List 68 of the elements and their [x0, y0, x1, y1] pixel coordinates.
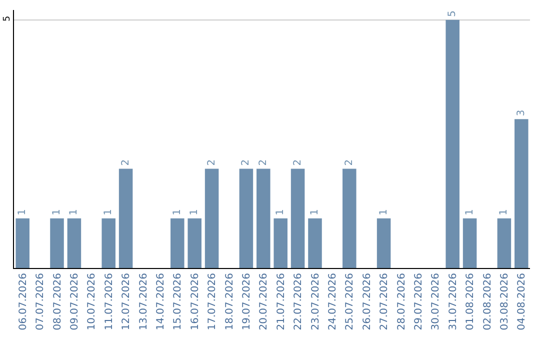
bar	[342, 168, 356, 268]
x-tick-label: 03.08.2026	[499, 273, 510, 330]
bar	[188, 218, 202, 268]
data-label: 2	[120, 159, 132, 166]
x-tick-label: 13.07.2026	[138, 273, 150, 330]
x-tick-label: 16.07.2026	[190, 273, 201, 330]
bar	[256, 168, 270, 268]
x-tick-label: 10.07.2026	[86, 273, 98, 330]
data-label: 1	[275, 209, 286, 216]
x-tick-label: 31.07.2026	[448, 273, 459, 330]
data-label: 2	[344, 159, 355, 166]
x-tick-label: 20.07.2026	[258, 273, 270, 330]
x-tick-label: 22.07.2026	[293, 273, 304, 330]
x-tick-label: 04.08.2026	[516, 273, 528, 330]
x-tick-label: 23.07.2026	[310, 273, 322, 330]
x-tick-label: 06.07.2026	[18, 273, 29, 330]
bar	[497, 218, 512, 268]
bar	[50, 218, 64, 268]
data-label: 1	[464, 209, 476, 216]
x-tick-label: 29.07.2026	[413, 273, 424, 330]
x-tick-label: 09.07.2026	[69, 273, 80, 330]
x-tick-label: 08.07.2026	[52, 273, 64, 330]
x-tick-label: 21.07.2026	[276, 273, 287, 330]
bar	[462, 218, 477, 268]
bar	[16, 218, 30, 268]
bar	[290, 168, 305, 268]
data-label: 2	[240, 159, 252, 166]
data-label: 1	[52, 209, 62, 216]
bar	[446, 20, 460, 268]
data-label: 1	[17, 209, 28, 216]
x-tick-label: 12.07.2026	[121, 273, 132, 330]
bar	[118, 168, 133, 268]
bar	[308, 218, 322, 268]
x-tick-label: 28.07.2026	[396, 273, 408, 330]
data-label: 5	[447, 10, 458, 17]
data-label: 1	[103, 209, 114, 216]
bar	[204, 168, 219, 268]
x-tick-label: 19.07.2026	[241, 273, 252, 330]
data-label: 2	[292, 159, 304, 166]
data-label: 2	[258, 159, 269, 166]
bar	[170, 218, 184, 268]
bar	[102, 218, 116, 268]
data-label: 1	[498, 209, 510, 216]
x-tick-label: 25.07.2026	[344, 273, 356, 330]
x-tick-label: 07.07.2026	[35, 273, 46, 330]
bar	[239, 168, 254, 268]
x-tick-label: 26.07.2026	[362, 273, 373, 330]
x-tick-label: 24.07.2026	[327, 273, 338, 330]
data-label: 2	[206, 159, 218, 166]
data-label: 1	[378, 209, 390, 216]
x-tick-label: 11.07.2026	[104, 273, 115, 330]
data-label: 3	[516, 110, 527, 116]
x-tick-label: 30.07.2026	[430, 273, 442, 330]
x-tick-label: 14.07.2026	[155, 273, 166, 330]
data-label: 1	[189, 209, 200, 216]
x-tick-label: 02.08.2026	[482, 273, 494, 330]
data-label: 1	[172, 209, 183, 216]
x-tick-label: 01.08.2026	[465, 273, 476, 330]
x-tick-label: 17.07.2026	[207, 273, 218, 330]
data-label: 1	[310, 209, 320, 216]
data-label: 1	[68, 209, 80, 216]
bar	[274, 218, 288, 268]
x-tick-label: 15.07.2026	[172, 273, 184, 330]
x-tick-label: 18.07.2026	[224, 273, 236, 330]
x-tick-label: 27.07.2026	[379, 273, 390, 330]
bar	[514, 119, 528, 268]
bar	[376, 218, 391, 268]
bar	[67, 218, 82, 268]
